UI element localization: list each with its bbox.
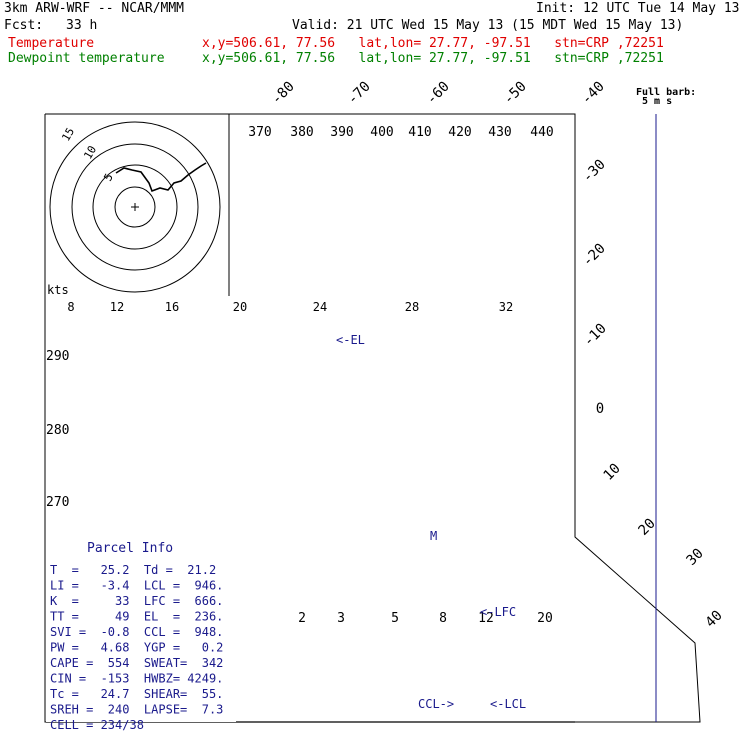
hodograph-speed-label: 24 xyxy=(313,300,327,314)
parcel-info-row: CELL = 234/38 xyxy=(50,718,144,732)
hodograph-speed-label: 12 xyxy=(110,300,124,314)
mixing-ratio-label: 5 xyxy=(391,611,399,626)
forecast-label: Fcst: xyxy=(4,18,44,33)
temperature-tick-label: 10 xyxy=(601,461,624,484)
level-marker-label: <-EL xyxy=(336,333,365,347)
mixing-ratio-label: 3 xyxy=(337,611,345,626)
wind-barb-label: Full barb: xyxy=(636,87,696,98)
hodograph-ring xyxy=(114,186,156,228)
parcel-info-row: TT = 49 EL = 236. xyxy=(50,610,223,624)
hodograph-unit-label: kts xyxy=(47,283,69,297)
level-marker-label: M xyxy=(430,529,437,543)
hodograph-speed-label: 16 xyxy=(165,300,179,314)
forecast-hours: 33 h xyxy=(66,18,98,33)
level-marker-label: <-LFC xyxy=(480,605,516,619)
wind-barb-unit: 5 m s xyxy=(642,96,672,107)
hodograph-center xyxy=(131,203,139,211)
theta-side-label: 290 xyxy=(46,349,69,364)
hodograph-trace xyxy=(115,162,207,193)
temperature-tick-label: -30 xyxy=(580,157,609,186)
theta-tick-label: 410 xyxy=(408,125,431,140)
mixing-ratio-label: 2 xyxy=(298,611,306,626)
theta-tick-label: 430 xyxy=(488,125,511,140)
parcel-info-row: T = 25.2 Td = 21.2 xyxy=(50,563,216,577)
mixing-ratio-label: 20 xyxy=(537,611,553,626)
parcel-info-row: SVI = -0.8 CCL = 948. xyxy=(50,625,223,639)
temperature-tick-label: -80 xyxy=(269,79,298,108)
theta-tick-label: 370 xyxy=(248,125,271,140)
mixing-ratio-label: 12 xyxy=(478,611,494,626)
temperature-tick-label: 20 xyxy=(636,516,659,539)
temperature-tick-label: -10 xyxy=(581,321,610,350)
temperature-tick-label: 0 xyxy=(596,401,604,417)
legend-temperature-info: x,y=506.61, 77.56 lat,lon= 27.77, -97.51… xyxy=(202,36,664,51)
parcel-info-row: LI = -3.4 LCL = 946. xyxy=(50,579,223,593)
parcel-info-row: CIN = -153 HWBZ= 4249. xyxy=(50,672,223,686)
temperature-tick-label: 40 xyxy=(703,608,726,631)
hodograph-ring xyxy=(71,143,199,271)
temperature-tick-label: -40 xyxy=(579,79,608,108)
valid-time: Valid: 21 UTC Wed 15 May 13 (15 MDT Wed … xyxy=(292,18,684,33)
hodograph-speed-label: 32 xyxy=(499,300,513,314)
hodograph-speed-label: 20 xyxy=(233,300,247,314)
init-time: Init: 12 UTC Tue 14 May 13 xyxy=(536,1,740,16)
level-marker-label: CCL-> xyxy=(418,697,454,711)
temperature-tick-label: -70 xyxy=(345,79,374,108)
temperature-tick-label: 30 xyxy=(684,546,707,569)
hodograph-ring-label: 5 xyxy=(101,171,116,183)
parcel-info-row: SREH = 240 LAPSE= 7.3 xyxy=(50,703,223,717)
temperature-tick-label: -20 xyxy=(580,241,609,270)
legend-temperature: Temperature xyxy=(8,36,95,51)
hodograph-ring xyxy=(49,121,221,293)
parcel-info-background xyxy=(46,538,236,722)
temperature-tick-label: -60 xyxy=(424,79,453,108)
theta-tick-label: 420 xyxy=(448,125,471,140)
hodograph-ring xyxy=(92,164,178,250)
theta-side-label: 280 xyxy=(46,423,69,438)
theta-tick-label: 400 xyxy=(370,125,393,140)
theta-tick-label: 380 xyxy=(290,125,313,140)
theta-tick-label: 440 xyxy=(530,125,553,140)
mixing-ratio-label: 8 xyxy=(439,611,447,626)
header: 3km ARW-WRF -- NCAR/MMM Init: 12 UTC Tue… xyxy=(0,0,740,70)
temperature-tick-label: -50 xyxy=(501,79,530,108)
legend-dewpoint-info: x,y=506.61, 77.56 lat,lon= 27.77, -97.51… xyxy=(202,51,664,66)
parcel-info-row: CAPE = 554 SWEAT= 342 xyxy=(50,656,223,670)
model-title: 3km ARW-WRF -- NCAR/MMM xyxy=(4,1,185,16)
parcel-info-title: Parcel Info xyxy=(87,541,173,556)
legend-dewpoint: Dewpoint temperature xyxy=(8,51,165,66)
parcel-info-row: PW = 4.68 YGP = 0.2 xyxy=(50,641,223,655)
hodograph-speed-label: 28 xyxy=(405,300,419,314)
theta-tick-label: 390 xyxy=(330,125,353,140)
diagram-frame xyxy=(44,113,701,723)
hodograph-ring-label: 15 xyxy=(59,126,77,144)
parcel-info-row: K = 33 LFC = 666. xyxy=(50,594,223,608)
level-marker-label: <-LCL xyxy=(490,697,526,711)
theta-side-label: 270 xyxy=(46,495,69,510)
parcel-info-row: Tc = 24.7 SHEAR= 55. xyxy=(50,687,223,701)
hodograph-ring-label: 10 xyxy=(81,144,99,162)
hodograph-speed-label: 8 xyxy=(67,300,74,314)
